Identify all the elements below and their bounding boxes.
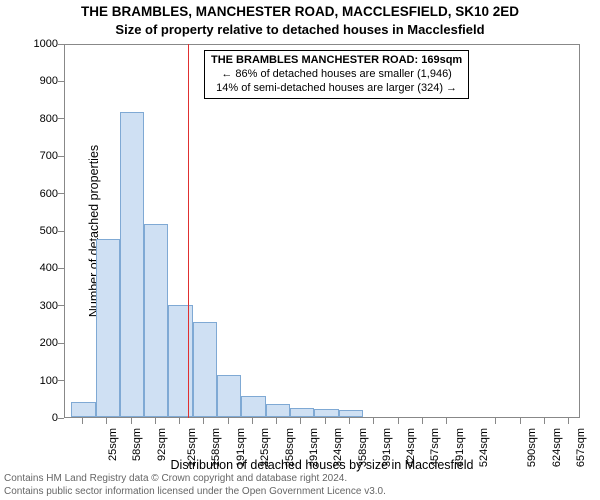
histogram-bar — [266, 404, 290, 417]
x-tick — [106, 418, 107, 424]
plot-area — [64, 44, 580, 418]
histogram-bar — [168, 305, 193, 417]
y-tick-label: 1000 — [34, 38, 58, 50]
y-tick-label: 900 — [40, 75, 58, 87]
histogram-bar — [193, 322, 217, 417]
y-tick-label: 500 — [40, 225, 58, 237]
x-tick — [252, 418, 253, 424]
reference-line — [188, 44, 189, 418]
x-tick — [520, 418, 521, 424]
histogram-chart: THE BRAMBLES MANCHESTER ROAD: 169sqm ← 8… — [64, 44, 580, 418]
x-tick — [300, 418, 301, 424]
y-tick — [58, 343, 64, 344]
x-tick — [325, 418, 326, 424]
page-subtitle: Size of property relative to detached ho… — [0, 22, 600, 37]
y-tick — [58, 156, 64, 157]
footer-line1: Contains HM Land Registry data © Crown c… — [4, 473, 386, 486]
y-tick — [58, 193, 64, 194]
histogram-bar — [314, 409, 339, 417]
x-axis-title: Distribution of detached houses by size … — [64, 458, 580, 472]
y-tick — [58, 44, 64, 45]
x-tick — [495, 418, 496, 424]
x-tick — [349, 418, 350, 424]
histogram-bar — [241, 396, 266, 417]
annotation-box: THE BRAMBLES MANCHESTER ROAD: 169sqm ← 8… — [204, 50, 469, 99]
x-tick — [544, 418, 545, 424]
x-tick — [179, 418, 180, 424]
x-tick — [276, 418, 277, 424]
y-tick-label: 600 — [40, 188, 58, 200]
annotation-line2: ← 86% of detached houses are smaller (1,… — [211, 68, 462, 82]
y-tick — [58, 118, 64, 119]
annotation-line1: THE BRAMBLES MANCHESTER ROAD: 169sqm — [211, 54, 462, 68]
histogram-bar — [120, 112, 144, 417]
x-tick-label: 92sqm — [156, 428, 168, 461]
x-tick — [422, 418, 423, 424]
footer-text: Contains HM Land Registry data © Crown c… — [4, 473, 386, 498]
x-tick — [568, 418, 569, 424]
histogram-bar — [290, 408, 314, 417]
y-tick — [58, 268, 64, 269]
histogram-bar — [144, 224, 168, 417]
y-tick-label: 0 — [52, 412, 58, 424]
histogram-bar — [96, 239, 120, 417]
footer-line2: Contains public sector information licen… — [4, 486, 386, 499]
x-tick — [398, 418, 399, 424]
x-tick — [228, 418, 229, 424]
histogram-bar — [217, 375, 241, 417]
x-tick — [446, 418, 447, 424]
y-tick — [58, 418, 64, 419]
y-tick — [58, 305, 64, 306]
y-tick — [58, 380, 64, 381]
x-tick — [82, 418, 83, 424]
x-tick-label: 58sqm — [131, 428, 143, 461]
histogram-bar — [339, 410, 363, 417]
y-tick — [58, 81, 64, 82]
y-tick-label: 700 — [40, 150, 58, 162]
page-title-address: THE BRAMBLES, MANCHESTER ROAD, MACCLESFI… — [0, 4, 600, 19]
y-tick-label: 800 — [40, 113, 58, 125]
y-tick-label: 300 — [40, 300, 58, 312]
y-tick-label: 200 — [40, 337, 58, 349]
histogram-bar — [71, 402, 96, 417]
x-tick — [131, 418, 132, 424]
y-tick-label: 400 — [40, 262, 58, 274]
x-tick — [203, 418, 204, 424]
x-tick — [155, 418, 156, 424]
annotation-line3: 14% of semi-detached houses are larger (… — [211, 82, 462, 96]
y-tick-label: 100 — [40, 375, 58, 387]
y-tick — [58, 231, 64, 232]
x-tick-label: 25sqm — [107, 428, 119, 461]
x-tick — [373, 418, 374, 424]
